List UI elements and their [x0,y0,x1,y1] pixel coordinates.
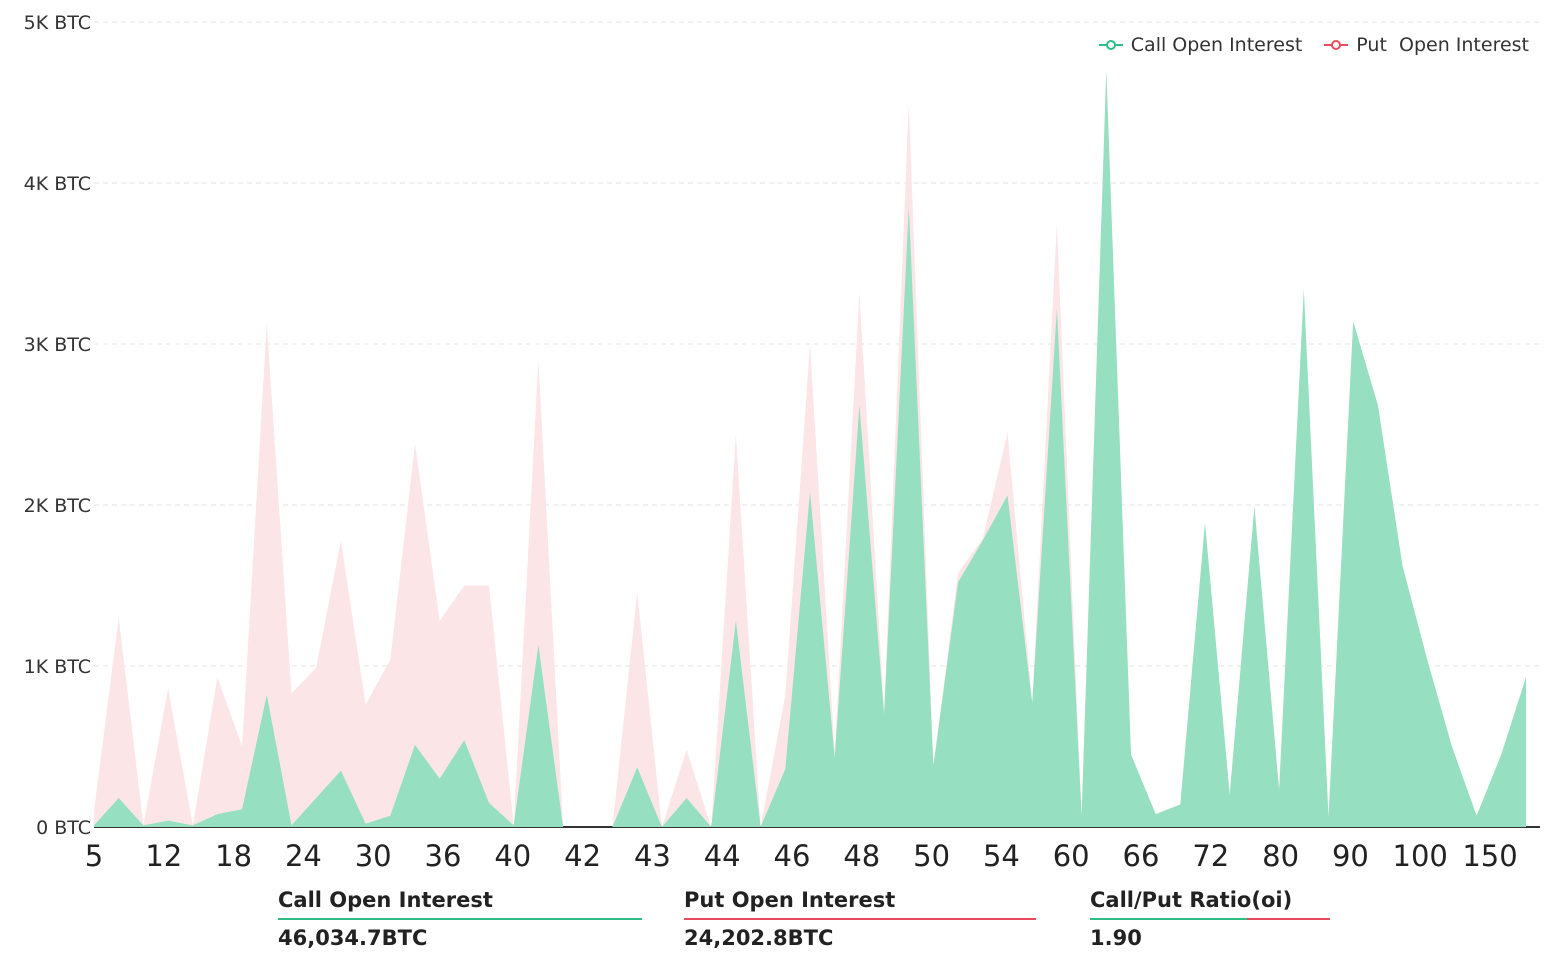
call-open-interest-area [94,70,1526,828]
x-tick-label: 50 [913,839,950,873]
y-tick-label: 3K BTC [24,334,91,356]
legend-item-call[interactable]: Call Open Interest [1098,34,1303,56]
x-tick-label: 36 [425,839,462,873]
x-tick-label: 43 [634,839,671,873]
x-tick-label: 100 [1393,839,1448,873]
stat-put-underline [684,918,1036,920]
x-tick-label: 24 [285,839,322,873]
stat-call-put-ratio: Call/Put Ratio(oi) 1.90 [1090,888,1330,950]
chart-legend: Call Open Interest Put Open Interest [1098,34,1529,56]
x-tick-label: 30 [355,839,392,873]
x-tick-label: 40 [494,839,531,873]
stat-put-value: 24,202.8BTC [684,926,834,950]
x-tick-label: 18 [215,839,252,873]
series-areas [94,70,1526,828]
x-tick-label: 44 [704,839,741,873]
x-tick-label: 54 [983,839,1020,873]
x-tick-label: 66 [1123,839,1160,873]
stat-ratio-call-segment [1090,918,1248,920]
legend-call-label: Call Open Interest [1130,34,1303,56]
stat-put-open-interest: Put Open Interest 24,202.8BTC [684,888,1036,950]
legend-item-put[interactable]: Put Open Interest [1324,34,1529,56]
x-tick-label: 150 [1462,839,1517,873]
x-tick-label: 46 [774,839,811,873]
y-tick-label: 2K BTC [24,495,91,517]
legend-put-marker-icon [1324,39,1349,51]
x-tick-label: 48 [843,839,880,873]
open-interest-chart: 0 BTC 1K BTC 2K BTC 3K BTC 4K BTC 5K BTC 5 12 1… [24,12,1540,873]
y-tick-label: 1K BTC [24,656,91,678]
y-tick-label: 4K BTC [24,173,91,195]
stat-ratio-bar [1090,918,1330,920]
x-tick-label: 90 [1332,839,1369,873]
stat-ratio-label: Call/Put Ratio(oi) [1090,888,1293,912]
x-tick-label: 72 [1192,839,1229,873]
y-tick-label: 0 BTC [36,817,91,839]
x-tick-label: 42 [564,839,601,873]
stat-call-underline [278,918,642,920]
x-axis-ticks: 5 12 18 24 30 36 40 42 43 44 46 48 50 54 60 66 72 80 90 100… [85,839,1518,873]
stat-call-value: 46,034.7BTC [278,926,428,950]
put-open-interest-area [94,70,1526,828]
x-tick-label: 5 [85,839,103,873]
stat-call-open-interest: Call Open Interest 46,034.7BTC [278,888,642,950]
stat-ratio-value: 1.90 [1090,926,1142,950]
y-axis-ticks: 0 BTC 1K BTC 2K BTC 3K BTC 4K BTC 5K BTC [24,12,91,839]
legend-call-marker-icon [1098,39,1123,51]
y-tick-label: 5K BTC [24,12,91,34]
x-tick-label: 12 [145,839,182,873]
legend-put-label: Put Open Interest [1356,34,1529,56]
stat-call-label: Call Open Interest [278,888,493,912]
stat-ratio-put-segment [1247,918,1330,920]
x-tick-label: 60 [1053,839,1090,873]
x-tick-label: 80 [1262,839,1299,873]
stat-put-label: Put Open Interest [684,888,896,912]
